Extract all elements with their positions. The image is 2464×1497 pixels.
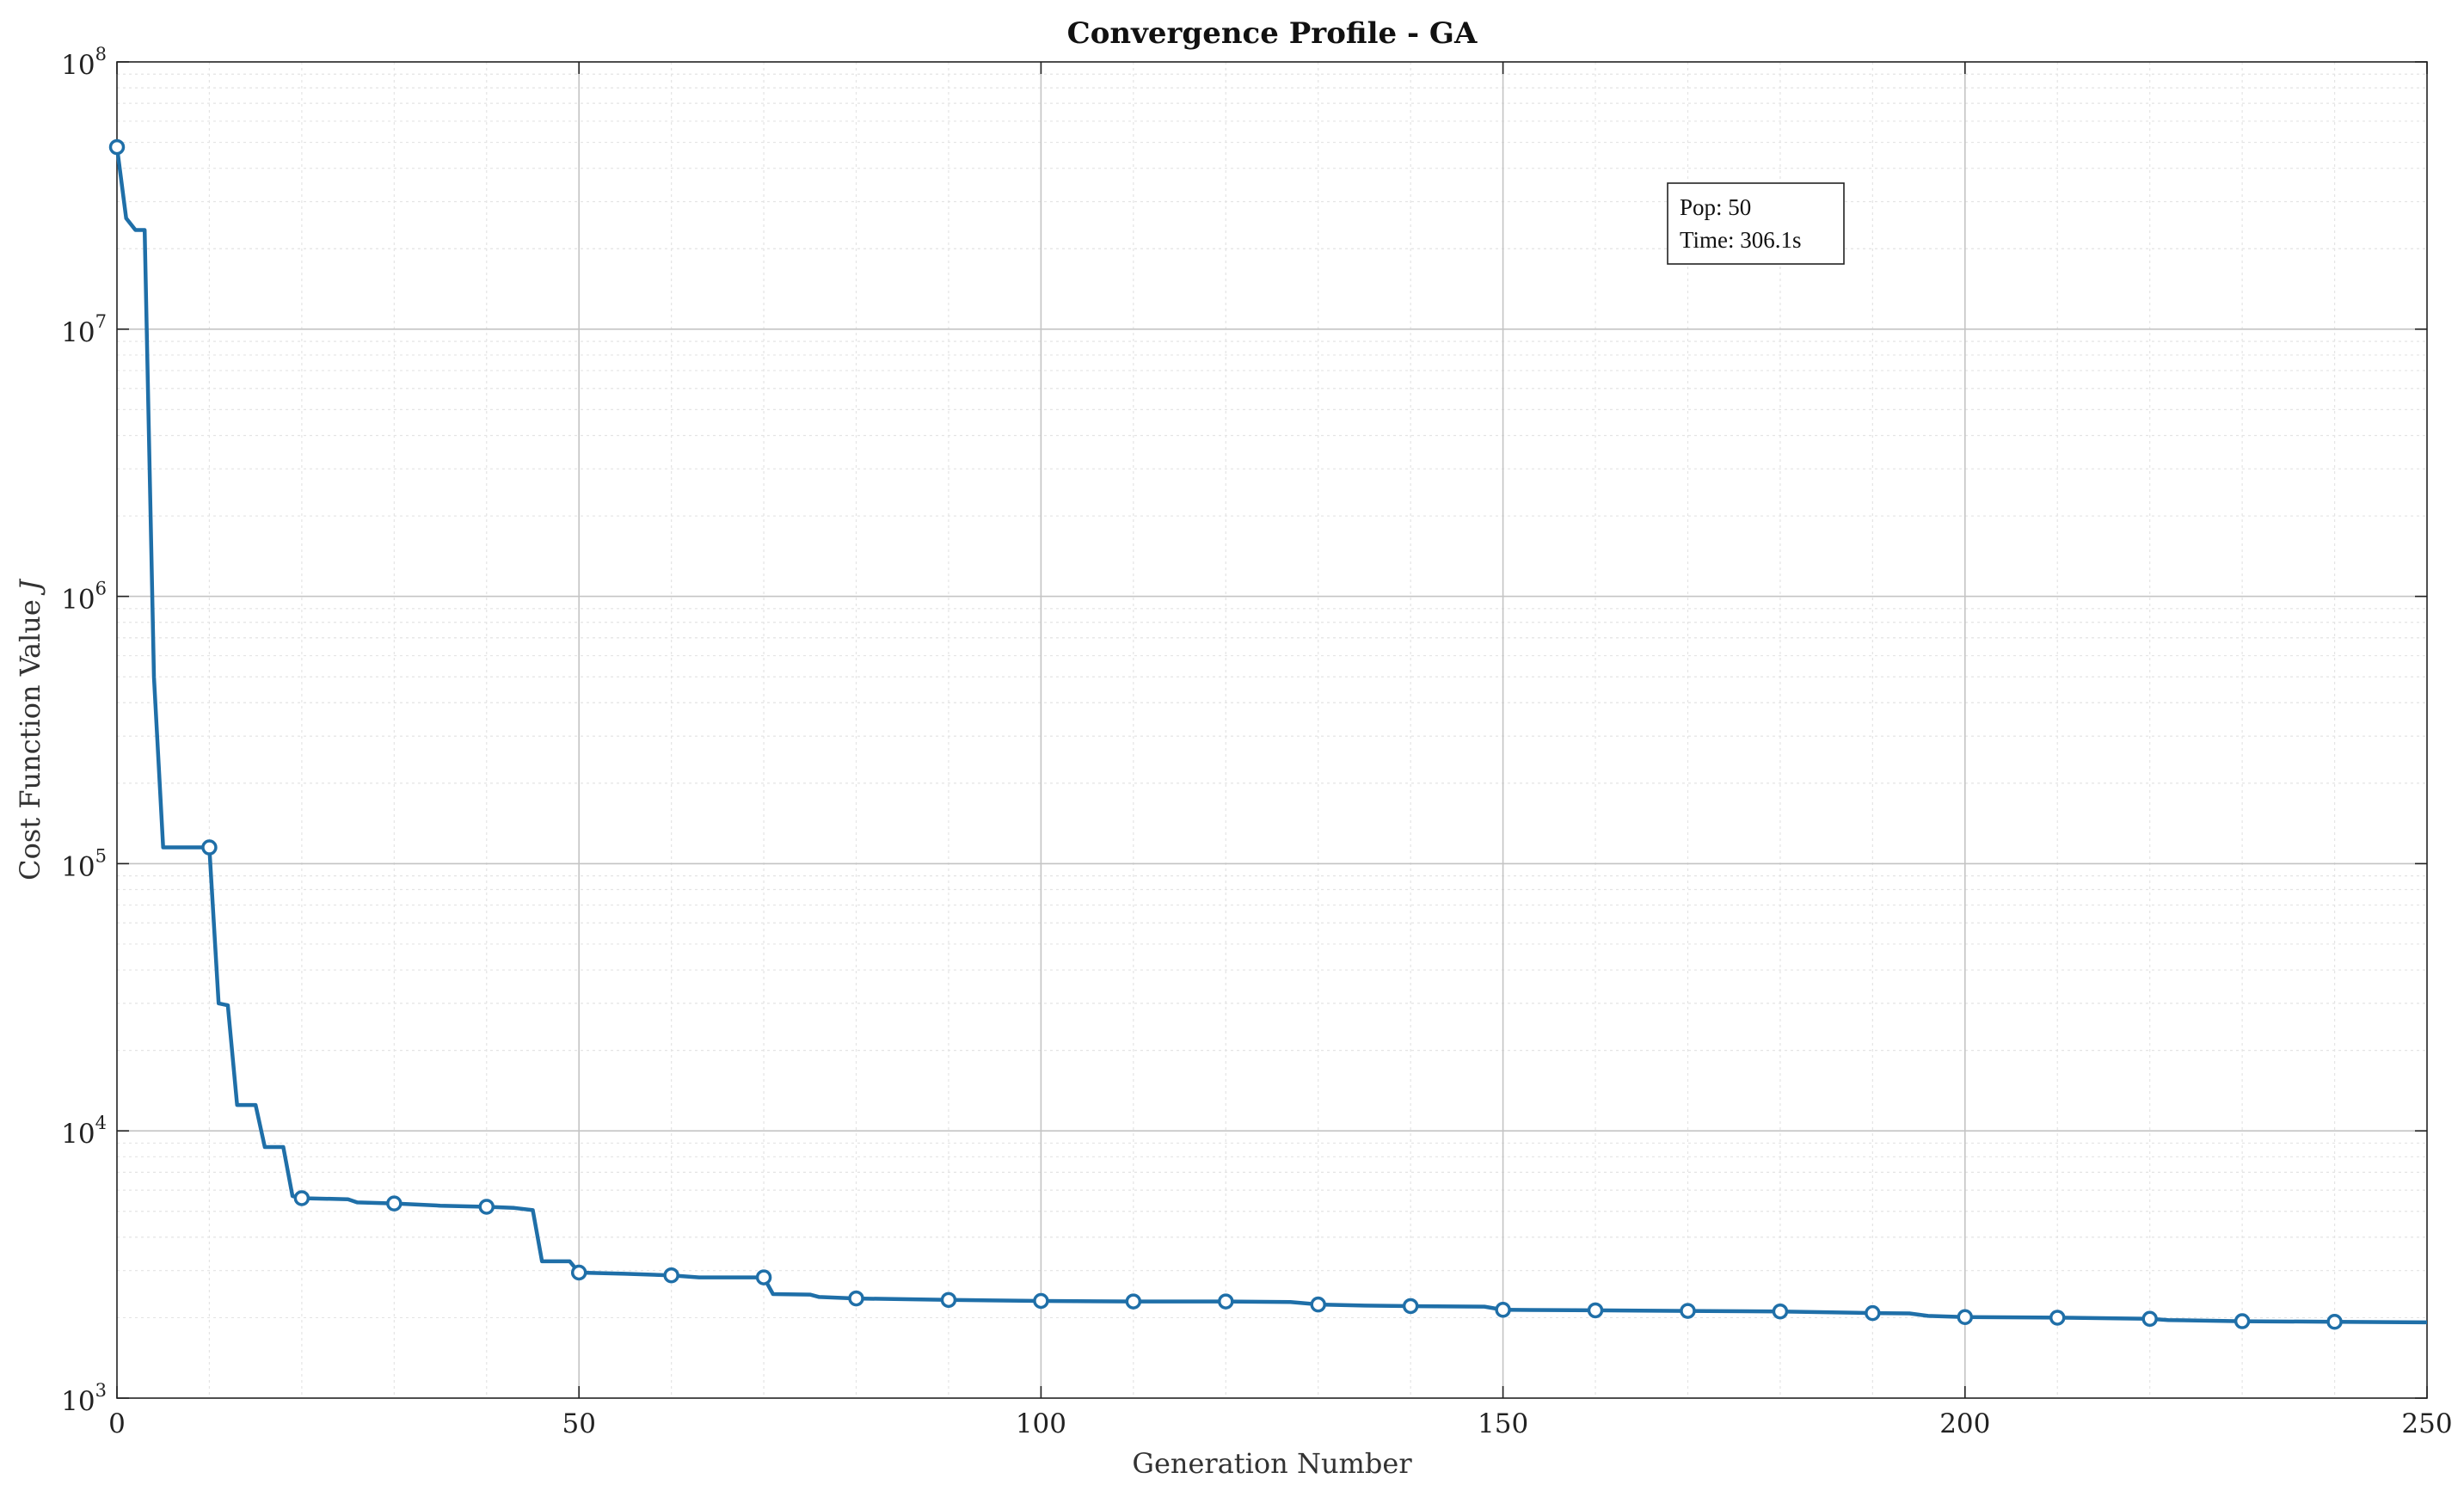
data-point-marker	[108, 138, 126, 156]
x-axis-label: Generation Number	[1132, 1447, 1412, 1480]
data-point-marker	[848, 1290, 864, 1307]
data-point-marker	[940, 1291, 957, 1309]
y-tick-label-base: 10	[61, 317, 95, 348]
major-grid	[117, 62, 2427, 1398]
chart-title: Convergence Profile - GA	[1067, 16, 1478, 51]
y-tick-label: 107	[61, 311, 107, 348]
y-tick-label-exponent: 6	[95, 579, 107, 599]
data-point-marker	[1957, 1309, 1974, 1326]
data-point-marker	[2049, 1310, 2066, 1326]
data-point-marker	[1772, 1303, 1789, 1320]
y-tick-label: 103	[61, 1380, 107, 1417]
data-point-marker	[1125, 1293, 1142, 1310]
y-tick-label-exponent: 8	[95, 44, 107, 64]
data-point-marker	[2234, 1313, 2251, 1329]
y-tick-label-base: 10	[61, 1119, 95, 1150]
y-tick-label-exponent: 3	[95, 1380, 107, 1401]
y-tick-label-exponent: 5	[95, 845, 107, 866]
data-point-marker	[2141, 1310, 2158, 1328]
minor-grid	[117, 62, 2427, 1398]
data-point-marker	[1865, 1304, 1881, 1322]
y-tick-label: 105	[61, 845, 107, 882]
y-tick-label-base: 10	[61, 1386, 95, 1417]
data-point-marker	[1310, 1296, 1326, 1313]
data-point-marker	[1033, 1292, 1049, 1310]
annotation-population: Pop: 50	[1680, 194, 1751, 220]
data-point-marker	[570, 1264, 587, 1281]
y-tick-label-base: 10	[61, 585, 95, 616]
data-point-marker	[1402, 1298, 1419, 1315]
data-point-marker	[755, 1269, 772, 1285]
data-point-marker	[2326, 1313, 2343, 1330]
x-tick-label: 100	[1016, 1408, 1066, 1439]
series-line	[114, 146, 2428, 1325]
y-tick-label-base: 10	[61, 50, 95, 81]
x-tick-labels: 0 50 100 150 200 250	[108, 1408, 2452, 1439]
y-tick-label-base: 10	[61, 851, 95, 882]
annotation-time: Time: 306.1s	[1680, 227, 1802, 253]
x-tick-label: 0	[108, 1408, 126, 1439]
data-point-marker	[293, 1190, 310, 1206]
y-tick-label: 104	[61, 1113, 107, 1150]
data-point-marker	[201, 839, 218, 856]
data-point-marker	[478, 1199, 495, 1215]
data-point-marker	[1680, 1303, 1696, 1319]
y-tick-label-exponent: 7	[95, 311, 107, 332]
y-tick-label: 108	[61, 44, 107, 81]
tick-marks	[116, 61, 2428, 1399]
y-tick-label-exponent: 4	[95, 1113, 107, 1133]
series-markers	[108, 138, 2343, 1330]
x-tick-label: 250	[2401, 1408, 2452, 1439]
y-axis-label-main: Cost Function Value	[14, 591, 46, 880]
plot-area-border	[116, 61, 2428, 1399]
y-tick-label: 106	[61, 579, 107, 616]
data-point-marker	[386, 1195, 402, 1212]
data-point-marker	[1495, 1302, 1511, 1318]
annotation-box: Pop: 50 Time: 306.1s	[1667, 182, 1845, 265]
y-axis-label: Cost Function Value J	[14, 578, 46, 880]
data-point-marker	[663, 1267, 679, 1284]
x-tick-label: 50	[562, 1408, 595, 1439]
x-tick-label: 150	[1478, 1408, 1528, 1439]
y-axis-label-variable: J	[14, 578, 46, 596]
data-point-marker	[1587, 1302, 1604, 1319]
data-point-marker	[1218, 1293, 1234, 1310]
x-tick-label: 200	[1939, 1408, 1990, 1439]
